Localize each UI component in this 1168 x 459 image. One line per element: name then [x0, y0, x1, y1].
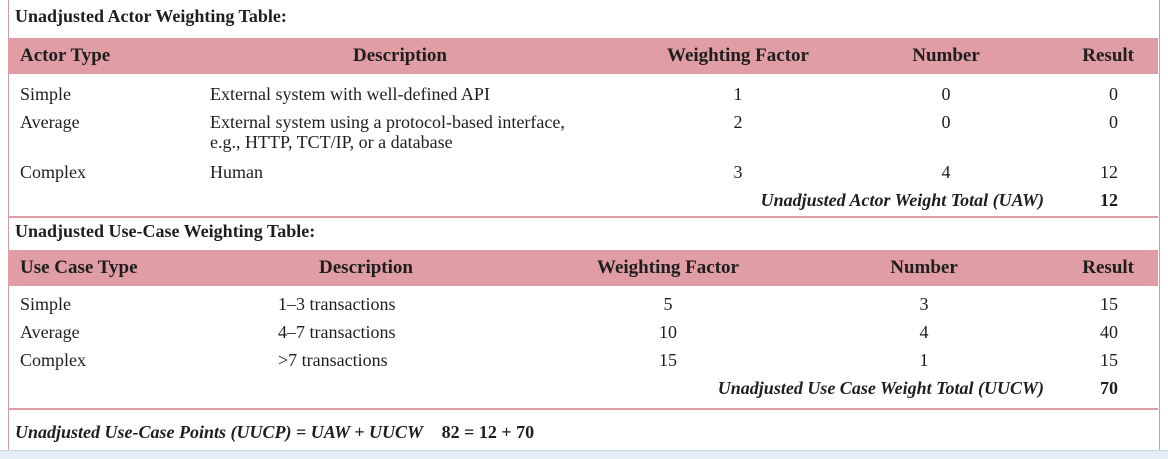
cell-type: Simple: [20, 294, 72, 314]
cell-result: 0: [1109, 112, 1118, 132]
cell-number: 3: [919, 294, 929, 314]
actor-table-header: Actor Type Description Weighting Factor …: [8, 38, 1158, 74]
actor-table-title: Unadjusted Actor Weighting Table:: [15, 6, 287, 26]
cell-description: >7 transactions: [278, 350, 388, 370]
actor-total-label: Unadjusted Actor Weight Total (UAW): [760, 190, 1044, 210]
cell-number: 4: [941, 162, 951, 182]
cell-result: 15: [1100, 294, 1118, 314]
cell-result: 40: [1100, 322, 1118, 342]
window-bottom-strip: [0, 450, 1168, 459]
usecase-total-label: Unadjusted Use Case Weight Total (UUCW): [717, 378, 1044, 398]
cell-factor: 15: [659, 350, 677, 370]
actor-header-type: Actor Type: [20, 45, 111, 66]
cell-type: Average: [20, 322, 80, 342]
cell-description: 1–3 transactions: [278, 294, 396, 314]
table-frame: [8, 0, 1160, 452]
cell-number: 0: [941, 112, 951, 132]
cell-factor: 3: [733, 162, 743, 182]
uucp-expression: Unadjusted Use-Case Points (UUCP) = UAW …: [15, 422, 424, 442]
usecase-table-header: Use Case Type Description Weighting Fact…: [8, 250, 1158, 286]
cell-number: 1: [919, 350, 929, 370]
cell-description: Human: [210, 162, 263, 182]
cell-description: External system using a protocol-based i…: [210, 112, 565, 152]
actor-header-factor: Weighting Factor: [667, 45, 809, 66]
cell-type: Average: [20, 112, 80, 132]
usecase-header-type: Use Case Type: [20, 257, 138, 278]
usecase-table-title: Unadjusted Use-Case Weighting Table:: [15, 221, 316, 241]
cell-factor: 1: [733, 84, 743, 104]
cell-factor: 2: [733, 112, 743, 132]
uucp-formula: Unadjusted Use-Case Points (UUCP) = UAW …: [15, 422, 534, 443]
usecase-header-factor: Weighting Factor: [597, 257, 739, 278]
cell-number: 4: [919, 322, 929, 342]
cell-number: 0: [941, 84, 951, 104]
formula-divider: [8, 408, 1158, 410]
cell-result: 0: [1109, 84, 1118, 104]
actor-header-number: Number: [912, 45, 980, 66]
actor-total-value: 12: [1100, 190, 1118, 210]
cell-description: 4–7 transactions: [278, 322, 396, 342]
actor-header-result: Result: [1082, 45, 1134, 66]
uucp-computation: 82 = 12 + 70: [441, 422, 535, 442]
usecase-total-value: 70: [1100, 378, 1118, 398]
cell-factor: 10: [659, 322, 677, 342]
cell-type: Simple: [20, 84, 72, 104]
cell-type: Complex: [20, 350, 86, 370]
cell-factor: 5: [663, 294, 673, 314]
cell-type: Complex: [20, 162, 86, 182]
cell-description: External system with well-defined API: [210, 84, 490, 104]
actor-header-description: Description: [353, 45, 447, 66]
usecase-header-description: Description: [319, 257, 413, 278]
section-divider: [8, 216, 1158, 218]
usecase-header-result: Result: [1082, 257, 1134, 278]
cell-result: 12: [1100, 162, 1118, 182]
usecase-header-number: Number: [890, 257, 958, 278]
cell-result: 15: [1100, 350, 1118, 370]
